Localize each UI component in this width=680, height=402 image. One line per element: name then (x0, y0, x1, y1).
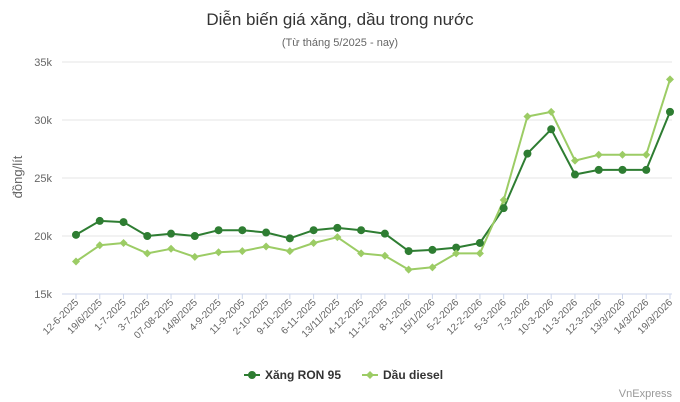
data-point[interactable] (618, 165, 627, 174)
data-point[interactable] (238, 247, 247, 256)
data-point[interactable] (262, 242, 271, 251)
data-point[interactable] (452, 249, 461, 258)
data-point[interactable] (594, 165, 603, 174)
data-point[interactable] (238, 226, 247, 235)
y-axis-label: đồng/lít (10, 155, 25, 198)
series-line-0 (75, 111, 671, 253)
data-point[interactable] (143, 232, 152, 240)
data-point[interactable] (475, 249, 484, 258)
data-point[interactable] (523, 112, 532, 121)
data-point[interactable] (167, 244, 176, 253)
data-point[interactable] (499, 204, 508, 213)
legend-item-0[interactable]: Xăng RON 95 (244, 368, 341, 382)
data-point[interactable] (167, 229, 176, 238)
data-point[interactable] (214, 248, 223, 257)
y-tick-label: 20k (34, 231, 52, 243)
data-point[interactable] (333, 223, 342, 232)
data-point[interactable] (428, 245, 437, 254)
data-point[interactable] (475, 238, 484, 247)
y-axis-ticks: 15k 20k 25k 30k 35k (34, 57, 52, 301)
data-point[interactable] (119, 218, 128, 227)
data-point[interactable] (95, 241, 104, 250)
data-point[interactable] (452, 243, 461, 252)
y-tick-label: 25k (34, 173, 52, 185)
grid-lines (62, 61, 672, 295)
data-point[interactable] (404, 247, 413, 256)
legend-label: Xăng RON 95 (265, 368, 341, 382)
data-point[interactable] (72, 230, 80, 239)
data-point[interactable] (642, 165, 651, 174)
data-point[interactable] (285, 234, 294, 243)
data-point[interactable] (547, 125, 556, 134)
data-point[interactable] (666, 75, 674, 84)
data-point[interactable] (357, 249, 366, 258)
data-point[interactable] (309, 238, 318, 247)
y-tick-label: 35k (34, 57, 52, 69)
chart-subtitle: (Từ tháng 5/2025 - nay) (282, 37, 398, 49)
data-point[interactable] (285, 247, 294, 256)
data-point[interactable] (642, 150, 651, 159)
chart-title: Diễn biến giá xăng, dầu trong nước (206, 10, 474, 29)
series-line-1 (75, 79, 671, 271)
data-point[interactable] (570, 170, 579, 179)
data-point[interactable] (333, 233, 342, 242)
data-point[interactable] (523, 149, 532, 158)
data-point[interactable] (72, 257, 80, 266)
data-point[interactable] (547, 107, 556, 116)
data-point[interactable] (618, 150, 627, 159)
data-point[interactable] (499, 196, 508, 205)
data-point[interactable] (357, 226, 366, 235)
data-point[interactable] (119, 238, 128, 247)
data-point[interactable] (570, 156, 579, 165)
series-lines (75, 79, 671, 271)
data-point[interactable] (95, 216, 104, 225)
legend-marker (366, 371, 374, 379)
legend[interactable]: Xăng RON 95 Dầu diesel (244, 368, 443, 382)
data-point[interactable] (594, 150, 603, 159)
legend-item-1[interactable]: Dầu diesel (362, 368, 443, 382)
legend-marker (248, 371, 256, 379)
data-point[interactable] (380, 229, 389, 238)
data-point[interactable] (428, 263, 437, 272)
data-point[interactable] (143, 249, 152, 258)
data-point[interactable] (380, 251, 389, 260)
data-point[interactable] (214, 226, 223, 235)
x-axis-ticks: 12-6-202519/6/20251-7-20253-7-202507-08-… (41, 294, 675, 341)
data-point[interactable] (190, 232, 199, 240)
y-tick-label: 30k (34, 115, 52, 127)
data-point[interactable] (190, 252, 199, 261)
series-points (72, 75, 674, 274)
y-tick-label: 15k (34, 289, 52, 301)
data-point[interactable] (404, 265, 413, 274)
source-credit: VnExpress (619, 388, 673, 400)
legend-label: Dầu diesel (383, 368, 443, 382)
data-point[interactable] (309, 226, 318, 235)
data-point[interactable] (262, 228, 271, 237)
data-point[interactable] (666, 107, 674, 116)
